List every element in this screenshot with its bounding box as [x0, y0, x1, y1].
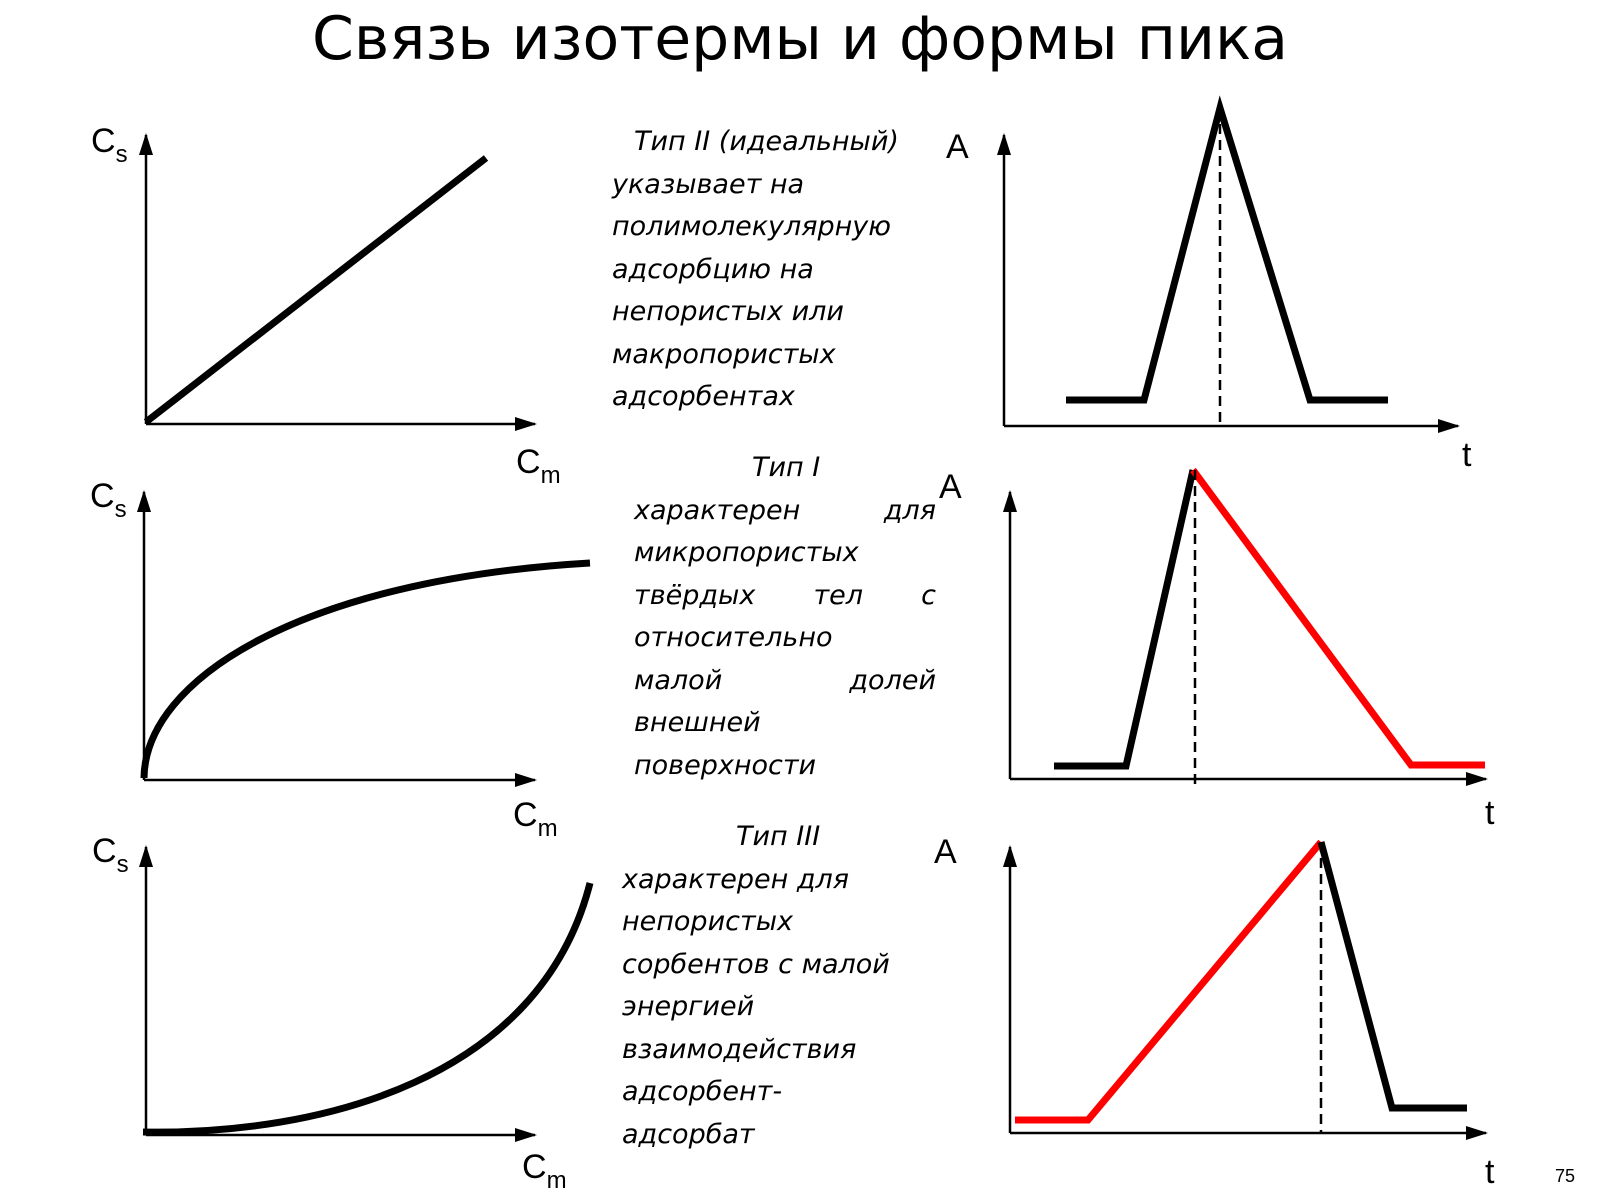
description-line: твёрдых тел с — [634, 579, 936, 611]
peak-3-x-label: t — [1485, 1153, 1495, 1191]
isotherm-1-y-label: Cs — [91, 122, 128, 168]
peak-2-y-label: A — [939, 468, 962, 506]
isotherm-1-x-label: Cm — [516, 443, 561, 489]
description-line: малой долей — [634, 664, 936, 696]
description-line: сорбентов с малой — [622, 948, 890, 980]
description-line: адсорбцию на — [612, 253, 814, 285]
peak-3-y-label: A — [934, 833, 957, 871]
description-line: адсорбентах — [612, 381, 795, 412]
peak-1-curve — [1066, 95, 1388, 404]
description-line: макропористых — [612, 338, 836, 370]
peak-2: A t — [939, 467, 1495, 832]
description-line: характерен для — [634, 494, 936, 526]
description-line: указывает на — [612, 168, 805, 200]
isotherm-1: Cs Cm — [91, 122, 561, 489]
peak-2-tail — [1190, 467, 1485, 769]
page-number: 75 — [1555, 1166, 1576, 1186]
isotherm-2: Cs Cm — [90, 477, 591, 842]
description-line: микропористых — [634, 537, 859, 568]
description-line: относительно — [634, 622, 833, 653]
description-line: полимолекулярную — [612, 211, 892, 242]
description-line: Тип II (идеальный) — [634, 126, 899, 157]
isotherm-3: Cs Cm — [92, 832, 594, 1194]
description-line: непористых — [622, 906, 793, 937]
isotherm-2-curve — [140, 559, 591, 779]
peak-1-x-label: t — [1462, 436, 1472, 474]
isotherm-3-curve — [142, 882, 594, 1136]
isotherm-1-curve — [143, 155, 489, 425]
slide-title: Связь изотермы и формы пика — [311, 4, 1289, 74]
description-line: энергией — [622, 991, 755, 1022]
peak-2-front — [1054, 469, 1197, 770]
description-type-i: Тип I характерен для микропористых твёрд… — [634, 447, 936, 787]
peak-3: A t — [934, 833, 1495, 1191]
peak-3-tail — [1317, 841, 1467, 1112]
description-line: взаимодействия — [622, 1033, 857, 1065]
isotherm-2-x-label: Cm — [513, 796, 558, 842]
description-line: поверхности — [634, 749, 817, 781]
isotherm-2-y-label: Cs — [90, 477, 127, 523]
peak-1: A t — [946, 95, 1472, 474]
isotherm-3-y-label: Cs — [92, 832, 129, 878]
peak-1-y-label: A — [946, 128, 969, 166]
isotherm-3-x-label: Cm — [522, 1148, 567, 1194]
description-line: внешней — [634, 707, 761, 738]
description-line: Тип I — [752, 452, 821, 483]
description-type-ii: Тип II (идеальный) указывает на полимоле… — [612, 121, 899, 419]
description-line: адсорбат — [622, 1118, 755, 1150]
description-line: адсорбент- — [622, 1076, 783, 1107]
description-line: непористых или — [612, 296, 844, 327]
description-type-iii: Тип III характерен для непористых сорбен… — [622, 816, 890, 1156]
peak-2-x-label: t — [1485, 794, 1495, 832]
description-line: характерен для — [622, 863, 850, 895]
description-line: Тип III — [736, 821, 821, 852]
peak-3-front — [1015, 839, 1324, 1124]
